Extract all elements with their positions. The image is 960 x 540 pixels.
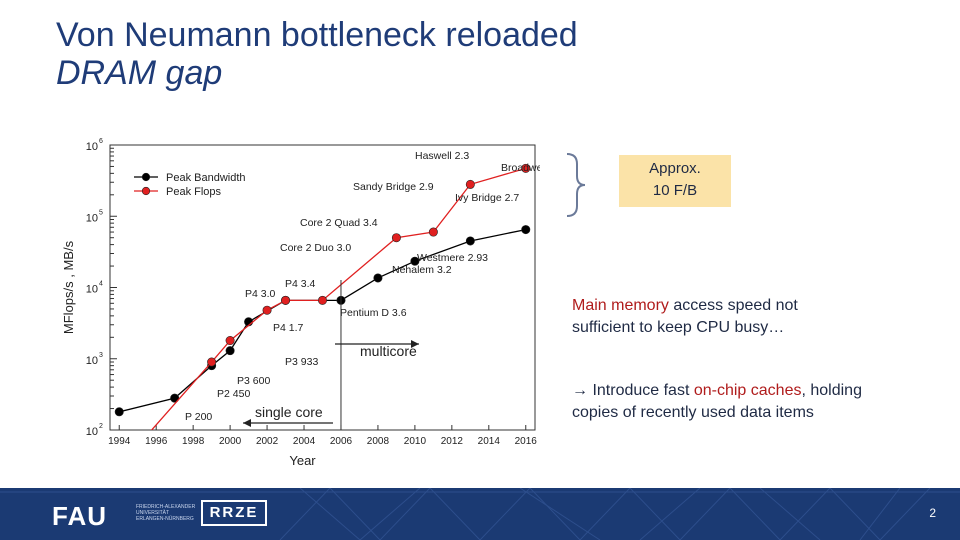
point-label: P4 3.4 (285, 278, 316, 290)
right-brace-icon (566, 153, 586, 217)
x-tick-label: 2008 (367, 436, 390, 447)
point-label: P4 3.0 (245, 288, 276, 300)
arrow-right-icon: → (572, 382, 588, 399)
data-point-flops (521, 163, 531, 173)
data-point-flops (317, 295, 327, 305)
callout-line-1: Approx. (649, 160, 701, 177)
text1-body: access speed not sufficient to keep CPU … (572, 297, 798, 336)
slide-title-block: Von Neumann bottleneck reloaded DRAM gap (56, 16, 578, 92)
legend-label: Peak Flops (166, 186, 222, 198)
point-label: P3 933 (285, 356, 318, 368)
series-line-flops (150, 167, 526, 430)
data-point-flops (391, 233, 401, 243)
text2-highlight: on-chip caches (693, 382, 802, 399)
y-tick-exponent: 4 (99, 281, 103, 288)
y-tick-exponent: 6 (99, 138, 103, 145)
callout-line-2: 10 F/B (652, 182, 698, 199)
rrze-logo: RRZE (201, 500, 267, 526)
single-core-arrowhead (243, 419, 251, 427)
point-label: Haswell 2.3 (415, 150, 469, 162)
point-label: P3 600 (237, 375, 270, 387)
y-tick-label: 10 (86, 284, 98, 296)
data-point-bandwidth (114, 407, 124, 417)
data-point-bandwidth (373, 273, 383, 283)
point-label: P4 1.7 (273, 322, 304, 334)
page-number: 2 (929, 506, 936, 520)
footer-pattern (0, 488, 960, 540)
point-label: Broadwell 2.2 (501, 162, 540, 174)
y-tick-label: 10 (86, 426, 98, 438)
data-point-flops (465, 179, 475, 189)
x-tick-label: 1996 (145, 436, 168, 447)
legend-marker (141, 172, 151, 182)
data-point-flops (428, 227, 438, 237)
point-label: Core 2 Quad 3.4 (300, 217, 378, 229)
x-tick-label: 2010 (404, 436, 427, 447)
x-tick-label: 2000 (219, 436, 242, 447)
point-label: Westmere 2.93 (417, 252, 488, 264)
slide-subtitle: DRAM gap (56, 54, 223, 92)
multicore-arrowhead (411, 340, 419, 348)
fau-logo: FAU (52, 501, 107, 531)
dram-gap-chart: 1994 1996 1998 2000 2002 2004 2006 2008 2010 2012… (55, 125, 540, 480)
x-tick-label: 1994 (108, 436, 131, 447)
point-label: Nehalem 3.2 (392, 264, 452, 276)
data-point-bandwidth (521, 225, 531, 235)
legend-label: Peak Bandwidth (166, 172, 246, 184)
point-label: P2 450 (217, 388, 250, 400)
x-tick-label: 1998 (182, 436, 205, 447)
footer-bar: FAU FRIEDRICH-ALEXANDER UNIVERSITÄT ERLA… (0, 488, 960, 540)
y-tick-label: 10 (86, 212, 98, 224)
y-axis-label: MFlops/s , MB/s (61, 240, 76, 334)
memory-speed-text: Main memory access speed not sufficient … (572, 295, 862, 339)
text1-highlight: Main memory (572, 297, 669, 314)
annotation-single-core: single core (255, 404, 323, 420)
point-label: Pentium D 3.6 (340, 307, 407, 319)
x-axis-label: Year (289, 453, 316, 468)
cache-text: → Introduce fast on-chip caches, holding… (572, 380, 872, 424)
fau-university-text: FRIEDRICH-ALEXANDER UNIVERSITÄT ERLANGEN… (136, 504, 196, 522)
point-label: P 200 (185, 411, 212, 423)
y-tick-exponent: 3 (99, 352, 103, 359)
point-label: Core 2 Duo 3.0 (280, 242, 351, 254)
x-tick-label: 2006 (330, 436, 353, 447)
data-point-flops (225, 336, 235, 346)
legend-marker (141, 186, 151, 196)
data-point-bandwidth (170, 393, 180, 403)
data-point-flops (262, 305, 272, 315)
data-point-flops (207, 357, 217, 367)
data-point-flops (281, 295, 291, 305)
x-tick-label: 2014 (478, 436, 501, 447)
chart-svg: 1994 1996 1998 2000 2002 2004 2006 2008 2010 2012… (61, 138, 540, 468)
point-label: Sandy Bridge 2.9 (353, 181, 434, 193)
x-tick-label: 2012 (441, 436, 464, 447)
point-label: Ivy Bridge 2.7 (455, 192, 519, 204)
x-tick-label: 2002 (256, 436, 279, 447)
y-tick-exponent: 5 (99, 209, 103, 216)
x-tick-label: 2004 (293, 436, 316, 447)
data-point-bandwidth (410, 256, 420, 266)
text2-body-2: , holding copies of recently used data i… (572, 382, 862, 421)
annotation-multicore: multicore (360, 343, 417, 359)
text2-body-1: Introduce fast (588, 382, 694, 399)
data-point-bandwidth (465, 236, 475, 246)
data-point-bandwidth (225, 346, 235, 356)
ratio-callout: Approx. 10 F/B (619, 155, 731, 207)
y-tick-exponent: 2 (99, 423, 103, 430)
y-tick-label: 10 (86, 141, 98, 153)
y-tick-label: 10 (86, 355, 98, 367)
slide-title: Von Neumann bottleneck reloaded (56, 16, 578, 54)
x-tick-label: 2016 (515, 436, 538, 447)
